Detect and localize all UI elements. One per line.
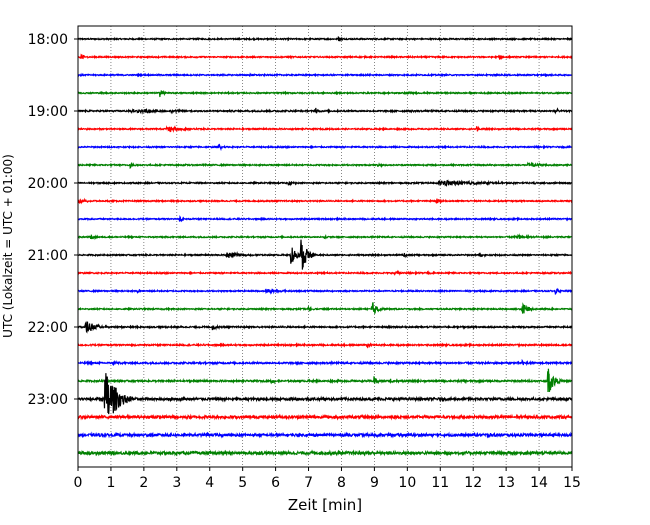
trace-2245 [77, 368, 572, 393]
trace-2300 [77, 373, 573, 415]
trace-2315 [77, 413, 573, 421]
y-axis: 18:00 19:00 20:00 21:00 22:00 23:00 [28, 32, 78, 408]
x-tick-label: 13 [497, 475, 515, 491]
x-tick-label: 10 [398, 475, 416, 491]
trace-1845 [77, 89, 573, 98]
trace-2230 [77, 358, 572, 367]
plot-frame [77, 25, 573, 468]
x-tick-label: 7 [304, 475, 313, 491]
x-tick-label: 3 [172, 475, 181, 491]
trace-2215 [77, 342, 573, 349]
x-tick-label: 5 [238, 475, 247, 491]
x-tick-label: 6 [271, 475, 280, 491]
y-tick-label: 20:00 [28, 176, 68, 192]
x-tick-label: 4 [205, 475, 214, 491]
trace-2200 [77, 320, 573, 334]
trace-2015 [77, 197, 573, 205]
x-axis-label: Zeit [min] [288, 496, 362, 514]
x-tick-label: 0 [74, 475, 83, 491]
trace-2145 [77, 302, 573, 315]
trace-1945 [77, 161, 573, 170]
trace-1930 [77, 143, 572, 152]
x-tick-label: 2 [139, 475, 148, 491]
trace-1915 [77, 125, 573, 133]
y-tick-label: 19:00 [28, 104, 68, 120]
x-tick-label: 9 [370, 475, 379, 491]
x-axis: 0 1 2 3 4 5 6 7 8 9 10 11 12 13 14 15 [74, 467, 581, 491]
trace-2100 [77, 239, 573, 270]
trace-2000 [77, 179, 573, 188]
y-tick-label: 21:00 [28, 248, 68, 264]
trace-2045 [77, 233, 573, 241]
trace-2345 [77, 449, 573, 457]
trace-1900 [77, 107, 573, 115]
trace-2030 [77, 214, 573, 223]
x-tick-label: 12 [464, 475, 482, 491]
trace-1800 [77, 36, 573, 42]
x-tick-label: 8 [337, 475, 346, 491]
trace-1830 [77, 72, 573, 78]
y-tick-label: 18:00 [28, 32, 68, 48]
trace-2330 [77, 431, 573, 439]
trace-1815 [77, 53, 573, 61]
x-tick-label: 14 [530, 475, 548, 491]
y-tick-label: 23:00 [28, 392, 68, 408]
y-axis-label: UTC (Lokalzeit = UTC + 01:00) [1, 154, 15, 338]
x-tick-label: 15 [563, 475, 581, 491]
y-tick-label: 22:00 [28, 320, 68, 336]
x-tick-label: 1 [106, 475, 115, 491]
trace-2115 [77, 269, 573, 277]
trace-2130 [77, 287, 573, 295]
seismic-traces [77, 36, 573, 457]
x-tick-label: 11 [431, 475, 449, 491]
